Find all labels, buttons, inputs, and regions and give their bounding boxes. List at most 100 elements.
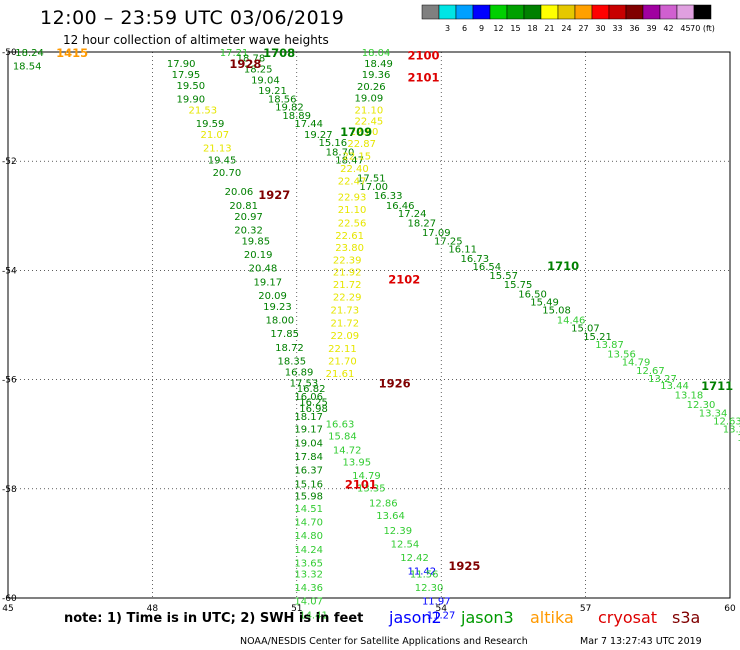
colorbar-value: 33 (612, 24, 622, 33)
swh-value: 16.63 (326, 419, 355, 430)
swh-value: 22.60 (350, 127, 379, 138)
swh-value: 17.21 (220, 48, 249, 59)
satellite-cryosat: cryosat (598, 608, 658, 627)
swh-value: 18.25 (244, 64, 273, 75)
swh-value: 16.89 (285, 367, 314, 378)
swh-value: 21.13 (203, 144, 232, 155)
swh-value: 16.54 (472, 262, 501, 273)
swh-value: 18.49 (364, 59, 393, 70)
swh-value: 21.72 (333, 280, 362, 291)
swh-value: 22.15 (343, 152, 372, 163)
swh-value: 15.08 (542, 306, 571, 317)
footer-credit: NOAA/NESDIS Center for Satellite Applica… (240, 636, 528, 647)
swh-value: 17.24 (398, 209, 427, 220)
swh-value: 17.85 (270, 329, 299, 340)
pass-time-label: 1710 (547, 259, 579, 273)
colorbar-value: 12 (493, 24, 503, 33)
colorbar-value: 9 (479, 24, 484, 33)
swh-value: 16.33 (374, 191, 403, 202)
colorbar-swatch (642, 4, 661, 20)
swh-value: 11.97 (422, 597, 451, 608)
swh-value: 15.49 (530, 298, 559, 309)
swh-value: 21.70 (328, 356, 357, 367)
swh-value: 22.56 (338, 218, 367, 229)
swh-value: 20.26 (357, 82, 386, 93)
swh-value: 20.32 (234, 225, 263, 236)
swh-value: 18.24 (15, 48, 44, 59)
swh-value: 17.53 (290, 378, 319, 389)
swh-value: 12.86 (369, 498, 398, 509)
swh-value: 15.21 (583, 332, 612, 343)
swh-value: 22.93 (338, 193, 367, 204)
lat-tick-label: -52 (2, 157, 17, 167)
swh-value: 17.09 (422, 228, 451, 239)
colorbar-value: 36 (629, 24, 639, 33)
swh-value: 19.09 (355, 93, 384, 104)
swh-value: 22.61 (335, 231, 364, 242)
colorbar-value: 45 (680, 24, 690, 33)
swh-value: 16.06 (294, 392, 323, 403)
lat-tick-label: -58 (2, 485, 17, 495)
swh-value: 15.57 (489, 271, 518, 282)
colorbar-value: 18 (527, 24, 537, 33)
swh-value: 19.45 (208, 156, 237, 167)
swh-value: 18.04 (362, 48, 391, 59)
colorbar-value: 42 (663, 24, 673, 33)
swh-value: 13.56 (607, 349, 636, 360)
swh-value: 12.67 (636, 366, 665, 377)
swh-value: 14.72 (333, 445, 362, 456)
swh-value: 21.92 (333, 267, 362, 278)
swh-value: 15.07 (571, 324, 600, 335)
swh-value: 17.44 (294, 119, 323, 130)
swh-value: 23.80 (335, 243, 364, 254)
satellite-jason2: jason2 (389, 608, 442, 627)
swh-value: 16.37 (294, 466, 323, 477)
swh-value: 22.39 (333, 255, 362, 266)
lon-tick-label: 57 (580, 604, 591, 614)
swh-value: 13.35 (357, 484, 386, 495)
swh-value: 19.04 (251, 75, 280, 86)
swh-value: 18.56 (268, 94, 297, 105)
swh-value: 20.06 (225, 187, 254, 198)
colorbar-value: 39 (646, 24, 656, 33)
swh-value: 20.19 (244, 250, 273, 261)
swh-value: 19.17 (253, 277, 282, 288)
swh-value: 16.82 (297, 384, 326, 395)
swh-value: 17.51 (357, 174, 386, 185)
swh-value: 19.90 (176, 94, 205, 105)
pass-time-label: 1927 (258, 188, 290, 202)
swh-value: 18.35 (278, 356, 307, 367)
swh-value: 15.84 (328, 431, 357, 442)
swh-value: 20.48 (249, 264, 278, 275)
swh-value: 12.63 (713, 417, 740, 428)
swh-value: 21.73 (330, 306, 359, 317)
swh-value: 11.27 (427, 610, 456, 621)
swh-value: 17.00 (359, 182, 388, 193)
swh-value: 22.45 (355, 116, 384, 127)
swh-value: 22.47 (338, 176, 367, 187)
swh-value: 13.20 (723, 425, 740, 436)
satellite-s3a: s3a (672, 608, 701, 627)
swh-value: 19.21 (258, 86, 287, 97)
swh-value: 16.25 (299, 397, 328, 408)
pass-time-label: 1926 (379, 376, 411, 390)
pass-time-label: 1708 (263, 46, 295, 60)
swh-value: 13.87 (595, 340, 624, 351)
swh-value: 18.72 (275, 343, 304, 354)
swh-value: 15.98 (294, 491, 323, 502)
colorbar-swatch (557, 4, 576, 20)
swh-value: 14.79 (622, 358, 651, 369)
swh-value: 19.85 (241, 236, 270, 247)
satellite-altika: altika (530, 608, 574, 627)
swh-value: 12.30 (687, 400, 716, 411)
lat-tick-label: -56 (2, 376, 17, 386)
swh-value: 12.39 (383, 526, 412, 537)
swh-value: 14.07 (294, 597, 323, 608)
swh-value: 18.17 (294, 412, 323, 423)
map-subtitle: 12 hour collection of altimeter wave hei… (63, 33, 329, 47)
swh-value: 14.80 (294, 531, 323, 542)
colorbar-swatch (574, 4, 593, 20)
colorbar-value: 15 (510, 24, 520, 33)
